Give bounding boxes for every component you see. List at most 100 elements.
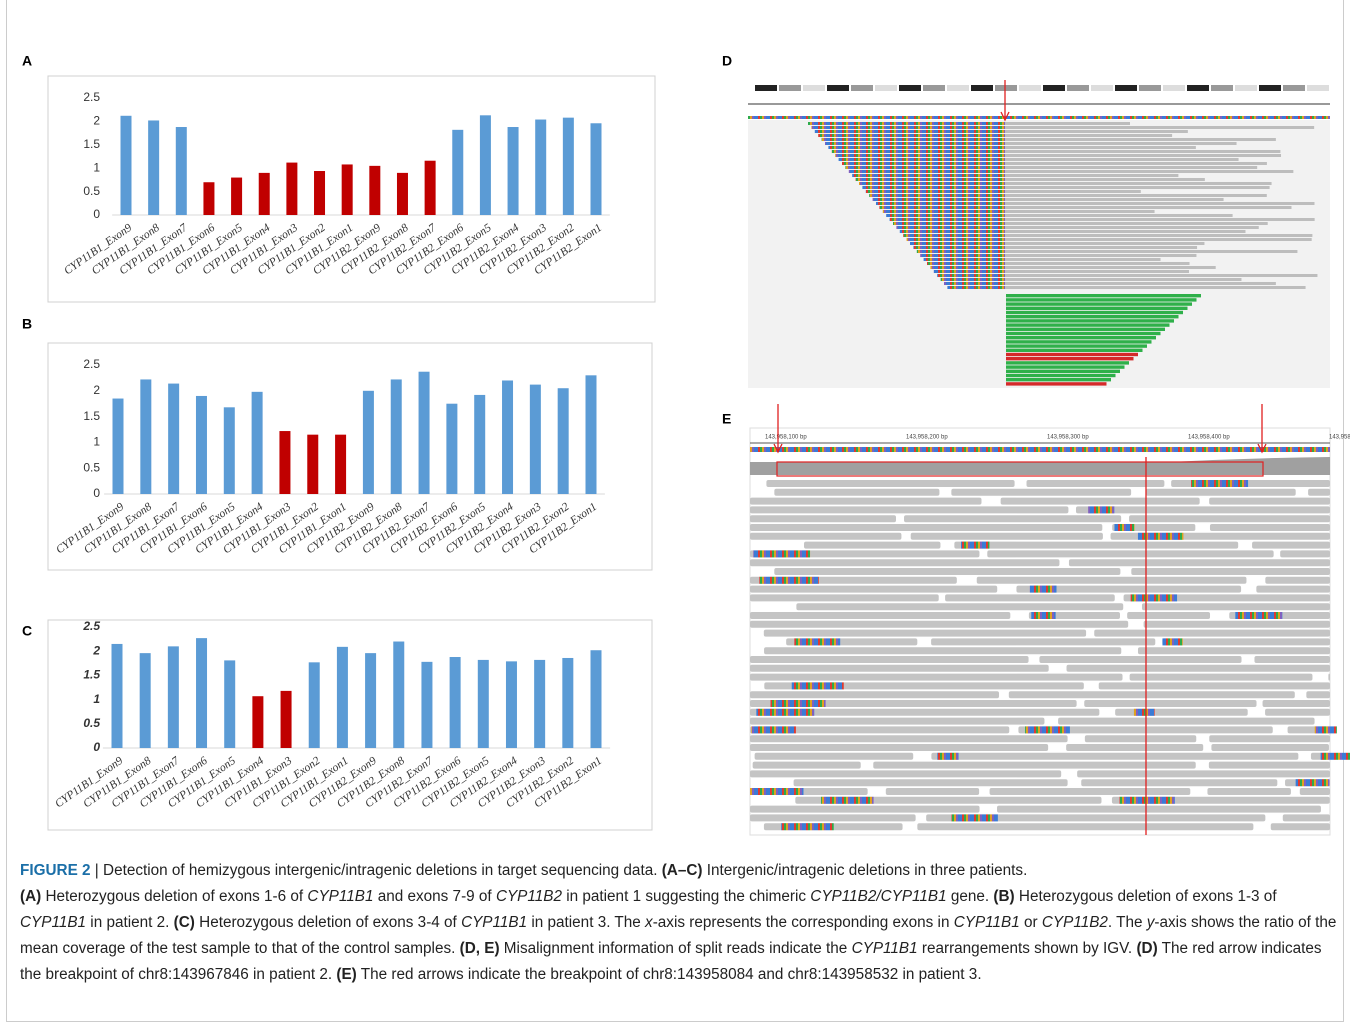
ideogram-band: [755, 85, 777, 91]
bar: [508, 127, 519, 215]
bar: [196, 638, 207, 748]
caption-run: (B): [993, 888, 1014, 905]
panel-label: D: [722, 53, 732, 69]
read: [1001, 498, 1200, 505]
read: [1209, 762, 1330, 769]
read: [1005, 258, 1161, 261]
read: [804, 542, 940, 549]
read: [1067, 665, 1330, 672]
y-tick-label: 2: [92, 643, 100, 657]
read: [1005, 198, 1224, 201]
mismatch: [1114, 524, 1134, 531]
ideogram-band: [1235, 85, 1257, 91]
caption-run: Heterozygous deletion of exons 3-4 of: [195, 914, 461, 931]
read: [873, 762, 1195, 769]
read: [1005, 154, 1281, 157]
ideogram-band: [1139, 85, 1161, 91]
y-tick-label: 0: [93, 740, 100, 754]
bar: [196, 396, 207, 494]
read: [893, 222, 1005, 225]
split-read: [1006, 370, 1120, 373]
mismatch: [821, 797, 874, 804]
bar: [506, 661, 517, 748]
split-read: [1006, 382, 1107, 385]
read: [873, 198, 1005, 201]
read: [883, 210, 1005, 213]
sequence: [748, 116, 1330, 119]
ideogram-band: [1283, 85, 1305, 91]
caption-run: CYP11B1: [307, 888, 373, 905]
read: [931, 753, 1298, 760]
mismatch: [1315, 726, 1337, 733]
ideogram-band: [1043, 85, 1065, 91]
read: [825, 142, 1005, 145]
read: [828, 146, 1005, 149]
caption: FIGURE 2 | Detection of hemizygous inter…: [20, 858, 1340, 988]
read: [1005, 206, 1291, 209]
read: [1005, 242, 1204, 245]
read: [987, 550, 1273, 557]
bar: [391, 379, 402, 494]
caption-run: or: [1020, 914, 1042, 931]
read: [818, 134, 1005, 137]
caption-run: . The: [1108, 914, 1147, 931]
bar: [562, 658, 573, 748]
split-read: [1006, 344, 1147, 347]
read: [911, 533, 1103, 540]
read: [1085, 735, 1196, 742]
split-read: [1006, 374, 1116, 377]
caption-run: gene.: [947, 888, 994, 905]
read: [1209, 735, 1330, 742]
figure: A00.511.522.5CYP11B1_Exon9CYP11B1_Exon8C…: [0, 0, 1350, 850]
ideogram-band: [1187, 85, 1209, 91]
read: [822, 138, 1005, 141]
mismatch: [759, 577, 818, 584]
bar: [425, 161, 436, 215]
read: [750, 656, 1029, 663]
read: [1005, 138, 1276, 141]
panel-label: E: [722, 411, 731, 427]
read: [1026, 480, 1164, 487]
read: [1005, 218, 1315, 221]
bar: [279, 431, 290, 494]
caption-run: in patient 2.: [86, 914, 174, 931]
bar: [259, 173, 270, 215]
bar: [113, 399, 124, 494]
read: [1005, 262, 1190, 265]
read: [750, 814, 916, 821]
read: [1005, 270, 1189, 273]
split-read: [1006, 307, 1188, 310]
read: [1328, 674, 1330, 681]
mismatch: [1138, 533, 1183, 540]
bar: [252, 696, 263, 748]
y-tick-label: 0.5: [83, 460, 100, 474]
y-tick-label: 1.5: [83, 137, 100, 151]
read: [750, 744, 1048, 751]
mismatch: [1134, 709, 1155, 716]
y-tick-label: 0.5: [83, 716, 100, 730]
ideogram-band: [851, 85, 873, 91]
ideogram-band: [875, 85, 897, 91]
read: [913, 246, 1005, 249]
read: [930, 266, 1005, 269]
read: [750, 498, 981, 505]
read: [750, 770, 1061, 777]
read: [1142, 603, 1330, 610]
read: [1005, 238, 1312, 241]
ideogram-band: [1115, 85, 1137, 91]
read: [755, 753, 914, 760]
read: [1005, 230, 1245, 233]
mismatch: [1030, 586, 1057, 593]
read: [1005, 266, 1216, 269]
mismatch: [1296, 779, 1330, 786]
read: [1005, 166, 1257, 169]
bar: [363, 391, 374, 494]
read: [1265, 709, 1330, 716]
read: [1209, 498, 1330, 505]
read: [1306, 691, 1330, 698]
y-tick-label: 2.5: [83, 90, 100, 104]
read: [1263, 700, 1330, 707]
read: [1069, 559, 1330, 566]
read: [907, 238, 1005, 241]
y-tick-label: 2.5: [82, 619, 100, 633]
